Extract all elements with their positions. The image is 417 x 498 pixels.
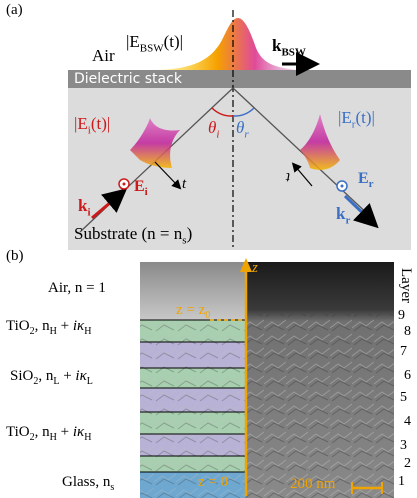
panel-a-figure (68, 10, 411, 250)
panel-a: (a) Air |EBSW(t)| kBSW Dielectric stack … (6, 2, 411, 250)
k-i-label: ki (78, 196, 91, 219)
layer-number: 9 (398, 308, 405, 323)
e-bsw-label: |EBSW(t)| (126, 32, 184, 55)
theta-r-arc (232, 107, 255, 117)
tio2-bottom-label: TiO2, nH + iκH (6, 424, 92, 443)
glass-label: Glass, ns (62, 474, 115, 493)
tio2-top-label: TiO2, nH + iκH (6, 318, 92, 337)
panel-b-figure (140, 258, 394, 498)
layer-number: 8 (404, 324, 411, 339)
t-left-label: t (182, 176, 187, 192)
substrate-label: Substrate (n = ns) (74, 224, 193, 247)
z-bottom-label: z = 0 (198, 474, 229, 490)
layer-number: 5 (400, 390, 407, 405)
incident-pulse (130, 118, 180, 168)
panel-a-tag: (a) (6, 2, 23, 18)
k-i-arrow (91, 188, 128, 220)
air-label: Air (92, 46, 115, 65)
layer-stack (140, 319, 246, 498)
k-bsw-label: kBSW (272, 36, 306, 59)
t-arrow-left (154, 161, 182, 190)
e-i-label: Ei (134, 178, 148, 199)
layer-number: 2 (404, 456, 411, 471)
theta-r-label: θr (236, 118, 249, 141)
layer-number: 3 (400, 438, 407, 453)
z-top-label: z = z0 (176, 302, 211, 321)
scale-bar-label: 200 nm (290, 476, 336, 492)
panel-b: (b) Layer Air, n = 1 TiO2, nH + iκH SiO2… (0, 248, 417, 498)
dielectric-stack-label: Dielectric stack (74, 71, 182, 87)
air-region (140, 262, 246, 320)
sio2-label: SiO2, nL + iκL (10, 368, 93, 387)
k-r-label: kr (336, 204, 351, 227)
dielectric-stack-bar (68, 70, 411, 88)
k-r-arrow (343, 194, 379, 229)
bsw-pulse (150, 18, 300, 70)
panel-b-tag: (b) (6, 248, 24, 264)
theta-i-arc (211, 107, 234, 117)
layer-column-title: Layer (398, 268, 414, 303)
air-layer-label: Air, n = 1 (48, 280, 106, 296)
t-right-label: t (286, 169, 291, 185)
t-arrow-right (291, 162, 313, 187)
theta-i-label: θi (208, 118, 220, 141)
layer-number: 6 (404, 368, 411, 383)
z-axis-arrowhead (240, 258, 252, 272)
e-r-envelope-label: |Er(t)| (338, 108, 375, 131)
reflected-pulse (300, 114, 340, 170)
e-r-label: Er (358, 170, 374, 191)
z-axis-label: z (252, 260, 258, 276)
layer-number: 1 (398, 474, 405, 489)
layer-number: 7 (400, 344, 407, 359)
layer-number: 4 (404, 414, 411, 429)
e-i-envelope-label: |Ei(t)| (74, 114, 111, 137)
